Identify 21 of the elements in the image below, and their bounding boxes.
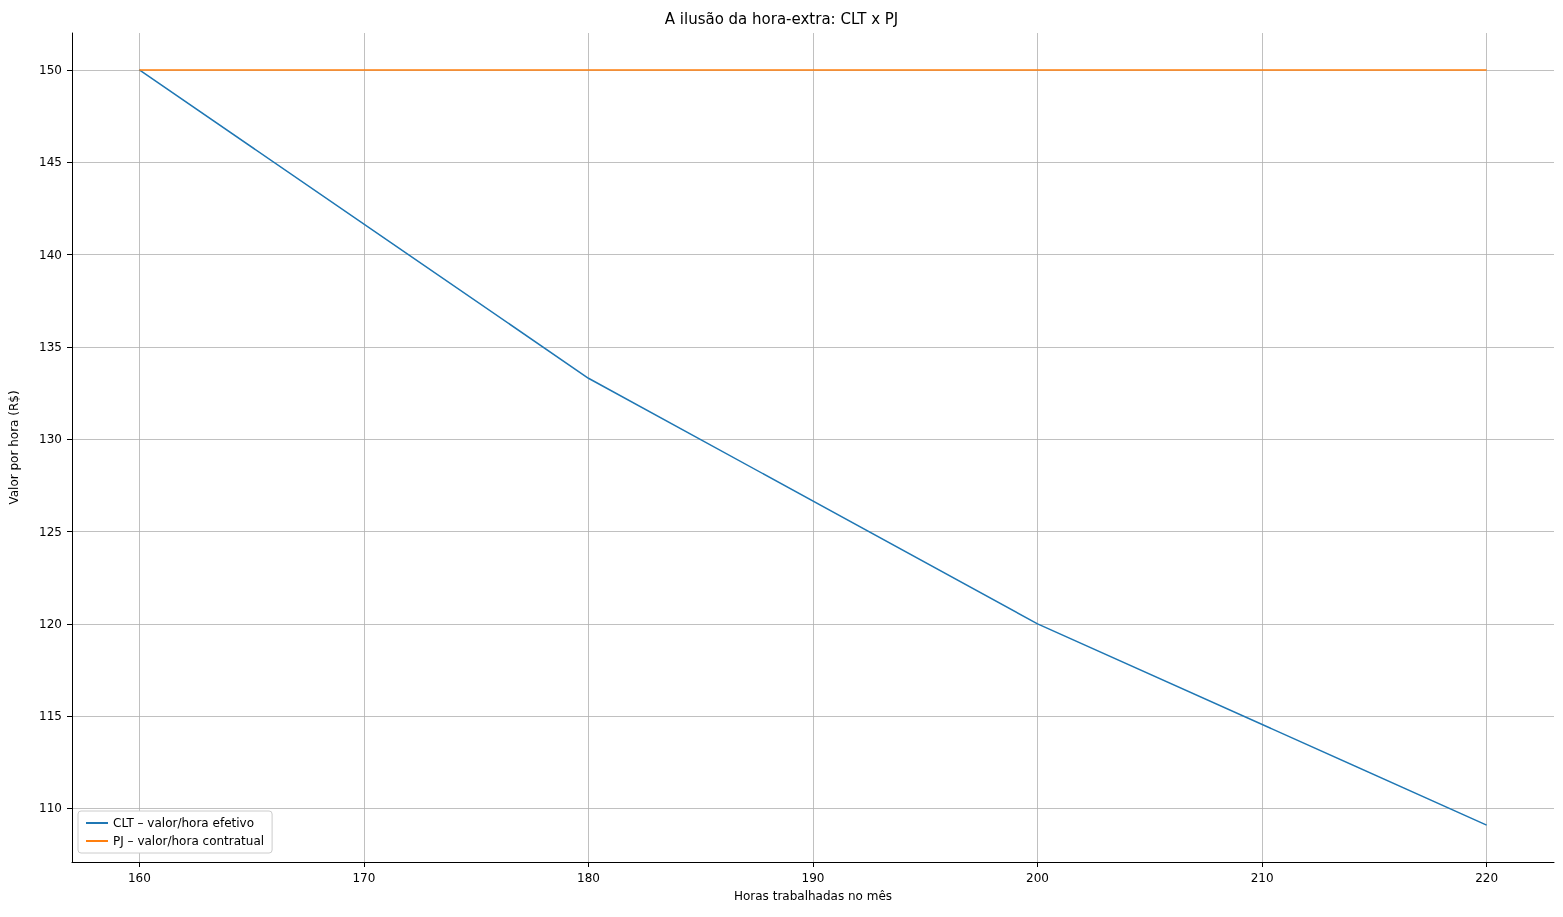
y-tick-label: 115 bbox=[39, 709, 62, 724]
y-tick-label: 130 bbox=[39, 432, 62, 447]
x-tick-label: 220 bbox=[1475, 871, 1499, 885]
x-tick-label: 180 bbox=[577, 871, 600, 885]
y-tick-label: 110 bbox=[39, 801, 62, 816]
x-tick-label: 190 bbox=[801, 871, 825, 885]
x-tick-label: 170 bbox=[352, 871, 376, 885]
y-tick-label: 120 bbox=[39, 616, 62, 631]
legend-label: CLT – valor/hora efetivo bbox=[113, 816, 254, 830]
y-axis-title: Valor por hora (R$) bbox=[7, 390, 21, 505]
y-tick-label: 145 bbox=[39, 155, 62, 170]
x-tick-label: 200 bbox=[1026, 871, 1049, 885]
chart-title: A ilusão da hora-extra: CLT x PJ bbox=[664, 9, 899, 28]
y-tick-label: 135 bbox=[39, 339, 62, 354]
y-tick-label: 125 bbox=[39, 524, 62, 539]
x-tick-label: 210 bbox=[1250, 871, 1274, 885]
x-tick-label: 160 bbox=[127, 871, 151, 885]
y-tick-label: 150 bbox=[39, 62, 62, 77]
x-axis-title: Horas trabalhadas no mês bbox=[733, 889, 893, 903]
y-tick-label: 140 bbox=[39, 247, 62, 262]
legend-label: PJ – valor/hora contratual bbox=[113, 834, 265, 848]
